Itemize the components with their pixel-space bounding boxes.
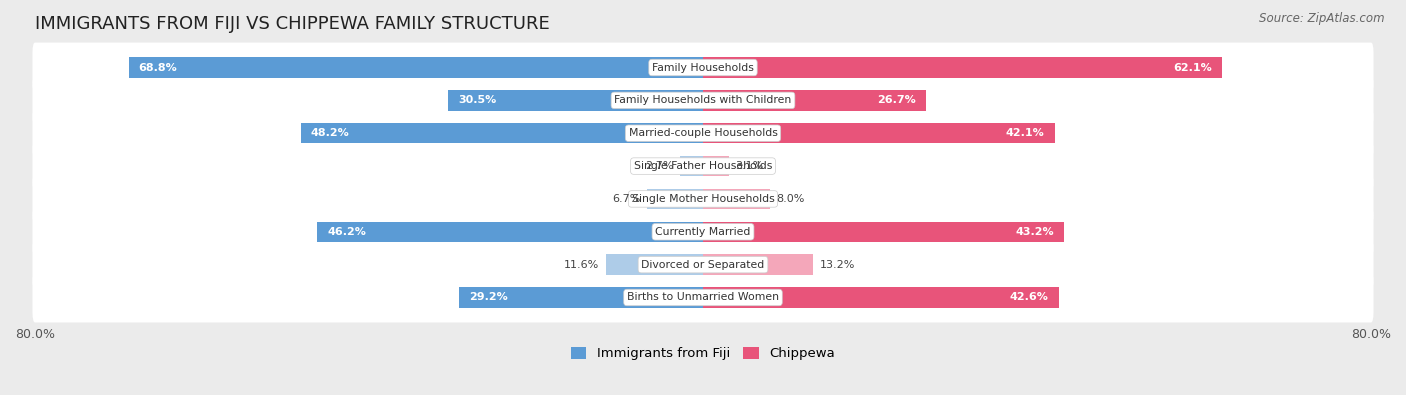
Bar — [703, 287, 1059, 308]
Bar — [128, 57, 703, 78]
FancyBboxPatch shape — [32, 43, 1374, 92]
Text: 11.6%: 11.6% — [564, 260, 599, 270]
Text: Divorced or Separated: Divorced or Separated — [641, 260, 765, 270]
FancyBboxPatch shape — [32, 207, 1374, 257]
Bar — [703, 90, 927, 111]
Bar — [703, 189, 770, 209]
Text: Currently Married: Currently Married — [655, 227, 751, 237]
Text: Family Households: Family Households — [652, 62, 754, 73]
Text: 30.5%: 30.5% — [458, 95, 496, 105]
Text: Source: ZipAtlas.com: Source: ZipAtlas.com — [1260, 12, 1385, 25]
Bar — [703, 222, 1064, 242]
Text: Married-couple Households: Married-couple Households — [628, 128, 778, 138]
Bar — [301, 123, 703, 143]
Bar — [460, 287, 703, 308]
Bar — [703, 254, 813, 275]
Text: 42.1%: 42.1% — [1005, 128, 1045, 138]
Text: IMMIGRANTS FROM FIJI VS CHIPPEWA FAMILY STRUCTURE: IMMIGRANTS FROM FIJI VS CHIPPEWA FAMILY … — [35, 15, 550, 33]
Legend: Immigrants from Fiji, Chippewa: Immigrants from Fiji, Chippewa — [571, 347, 835, 360]
Bar — [318, 222, 703, 242]
Text: 29.2%: 29.2% — [470, 292, 508, 303]
Text: 68.8%: 68.8% — [139, 62, 177, 73]
FancyBboxPatch shape — [32, 141, 1374, 191]
Text: 43.2%: 43.2% — [1015, 227, 1053, 237]
Text: 8.0%: 8.0% — [776, 194, 804, 204]
Text: 6.7%: 6.7% — [612, 194, 640, 204]
Text: 46.2%: 46.2% — [328, 227, 366, 237]
Bar — [606, 254, 703, 275]
Bar — [703, 57, 1222, 78]
Text: Family Households with Children: Family Households with Children — [614, 95, 792, 105]
FancyBboxPatch shape — [32, 273, 1374, 322]
Text: 3.1%: 3.1% — [735, 161, 763, 171]
Text: Single Mother Households: Single Mother Households — [631, 194, 775, 204]
Text: 26.7%: 26.7% — [877, 95, 915, 105]
FancyBboxPatch shape — [32, 108, 1374, 158]
Bar — [703, 123, 1054, 143]
FancyBboxPatch shape — [32, 174, 1374, 224]
Bar — [681, 156, 703, 176]
FancyBboxPatch shape — [32, 75, 1374, 125]
Text: 13.2%: 13.2% — [820, 260, 855, 270]
Text: 62.1%: 62.1% — [1173, 62, 1212, 73]
Bar — [449, 90, 703, 111]
Bar — [647, 189, 703, 209]
Text: 2.7%: 2.7% — [645, 161, 673, 171]
Text: 48.2%: 48.2% — [311, 128, 349, 138]
Bar — [703, 156, 728, 176]
Text: Single Father Households: Single Father Households — [634, 161, 772, 171]
Text: 42.6%: 42.6% — [1010, 292, 1049, 303]
Text: Births to Unmarried Women: Births to Unmarried Women — [627, 292, 779, 303]
FancyBboxPatch shape — [32, 240, 1374, 290]
